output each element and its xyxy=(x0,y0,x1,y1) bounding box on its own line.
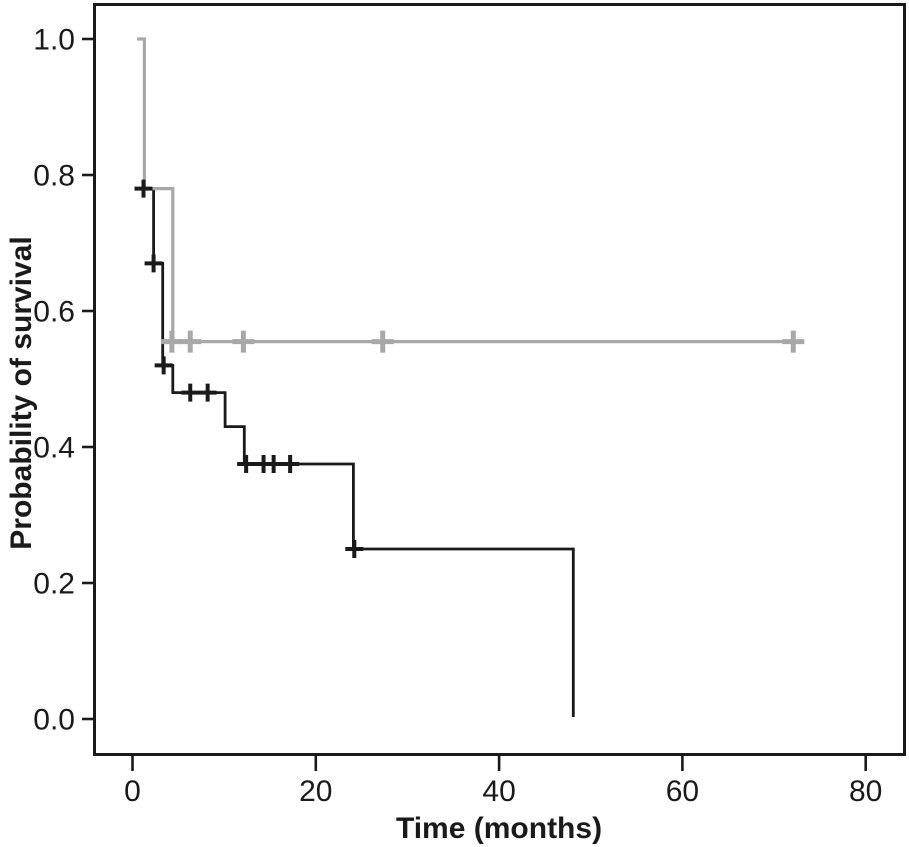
plot-frame-layer xyxy=(93,3,906,756)
x-tick-label: 0 xyxy=(124,775,141,808)
y-axis-title: Probability of survival xyxy=(5,236,38,549)
censor-mark-black-group xyxy=(181,383,200,402)
censor-mark-gray-group xyxy=(782,330,805,353)
y-tick-label: 0.8 xyxy=(33,160,75,193)
x-tick-label: 60 xyxy=(666,775,699,808)
censor-mark-black-group xyxy=(154,356,173,375)
x-tick-label: 20 xyxy=(299,775,332,808)
censor-mark-gray-group xyxy=(371,330,394,353)
censor-mark-black-group xyxy=(237,455,256,473)
censor-mark-gray-group xyxy=(179,330,202,353)
censor-mark-black-group xyxy=(134,179,153,198)
axis-ticks-layer: 0 20 40 60 80 0.0 0.2 0.4 0.6 0.8 1.0 xyxy=(33,24,882,809)
x-axis-title: Time (months) xyxy=(396,812,602,845)
x-tick-label: 40 xyxy=(482,775,515,808)
censor-mark-black-group xyxy=(281,455,300,473)
censor-mark-black-group xyxy=(264,455,283,473)
y-tick-label: 0.0 xyxy=(33,704,75,737)
x-tick-label: 80 xyxy=(849,775,882,808)
y-tick-label: 0.4 xyxy=(33,432,75,465)
censor-mark-black-group xyxy=(144,254,163,273)
censor-mark-black-group xyxy=(345,540,364,558)
y-tick-label: 0.2 xyxy=(33,568,75,601)
y-tick-label: 0.6 xyxy=(33,296,75,329)
censor-marks-layer xyxy=(134,179,805,558)
y-tick-label: 1.0 xyxy=(33,24,75,57)
plot-frame xyxy=(93,3,906,756)
censor-mark-black-group xyxy=(198,383,217,402)
censor-mark-gray-group xyxy=(232,330,255,353)
survival-curve-gray-group xyxy=(137,37,794,344)
survival-curves-layer xyxy=(137,37,794,717)
survival-curve-black-group xyxy=(137,187,575,717)
